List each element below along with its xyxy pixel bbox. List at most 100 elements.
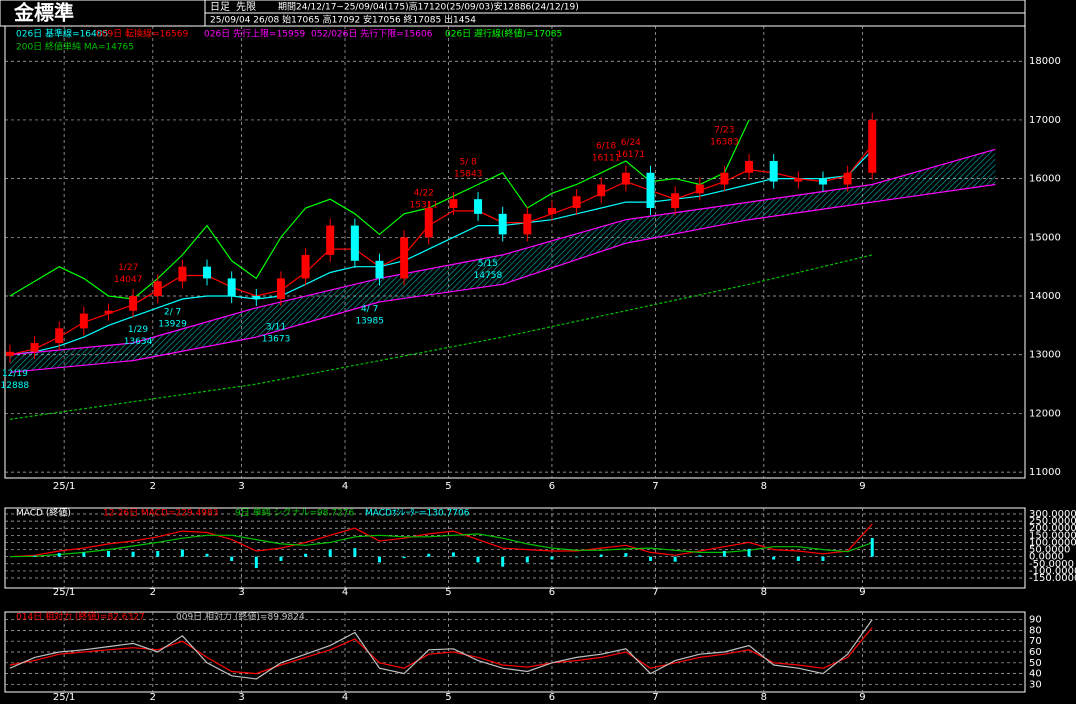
y-tick-label: 250.0000 xyxy=(1029,516,1076,527)
histogram-bar xyxy=(353,548,357,557)
x-tick-label: 3 xyxy=(238,481,244,492)
x-tick-label: 5 xyxy=(445,587,451,598)
candle-body xyxy=(5,351,14,356)
contract: 先限 xyxy=(236,1,256,13)
histogram-bar xyxy=(451,552,455,557)
histogram-bar xyxy=(821,556,825,561)
histogram-bar xyxy=(205,553,209,557)
annotation-price: 16383 xyxy=(710,138,739,148)
histogram-bar xyxy=(624,553,628,557)
histogram-bar xyxy=(377,556,381,563)
x-tick-label: 6 xyxy=(549,481,555,492)
candle-body xyxy=(720,172,729,185)
y-tick-label: 200.0000 xyxy=(1029,523,1076,534)
x-tick-label: 5 xyxy=(445,481,451,492)
histogram-bar xyxy=(106,550,110,557)
candle-body xyxy=(769,161,778,182)
legend-entry: 009日 転換線=16569 xyxy=(96,28,188,40)
histogram-bar xyxy=(82,552,86,557)
y-tick-label: 16000 xyxy=(1029,174,1061,185)
y-tick-label: 50.0000 xyxy=(1029,545,1070,556)
legend-entry: 12-26日 MACD=229.4983 xyxy=(103,508,218,519)
histogram-bar xyxy=(870,538,874,557)
series-line xyxy=(9,254,873,420)
y-tick-label: -100.0000 xyxy=(1029,566,1076,577)
y-tick-label: 80 xyxy=(1029,625,1042,636)
x-tick-label: 3 xyxy=(238,692,244,703)
cloud-fill xyxy=(625,202,750,244)
series-line xyxy=(9,627,873,675)
x-tick-label: 7 xyxy=(652,481,658,492)
y-tick-label: 100.0000 xyxy=(1029,537,1076,548)
legend-entry: 014日 相対力 (終値)=82.6327 xyxy=(16,611,145,623)
candle-body xyxy=(474,199,483,214)
candle-body xyxy=(745,161,754,173)
histogram-bar xyxy=(525,556,529,563)
series-line xyxy=(9,533,873,558)
series-line xyxy=(9,149,873,356)
y-tick-label: 15000 xyxy=(1029,232,1061,243)
x-tick-label: 7 xyxy=(652,692,658,703)
legend-entry: 052/026日 先行下限=15606 xyxy=(311,28,433,40)
histogram-bar xyxy=(673,556,677,562)
y-tick-label: 18000 xyxy=(1029,56,1061,67)
y-tick-label: 300.0000 xyxy=(1029,509,1076,520)
candle-body xyxy=(818,178,827,185)
legend-entry: 026日 遅行線(終値)=17085 xyxy=(445,28,562,40)
histogram-bar xyxy=(575,556,579,558)
histogram-bar xyxy=(846,555,850,557)
histogram-bar xyxy=(698,555,702,557)
histogram-bar xyxy=(649,556,653,561)
candle-body xyxy=(79,313,88,329)
series-line xyxy=(9,148,996,356)
candle-body xyxy=(868,119,877,173)
histogram-bar xyxy=(722,550,726,557)
histogram-bar xyxy=(599,554,603,557)
annotation-price: 13929 xyxy=(158,320,187,330)
series-line xyxy=(9,183,996,373)
y-tick-label: 40 xyxy=(1029,669,1042,680)
annotation-date: 12/19 xyxy=(2,369,28,379)
cloud-fill xyxy=(256,278,380,338)
annotation-price: 12888 xyxy=(1,381,30,391)
candle-body xyxy=(129,296,138,311)
candle-body xyxy=(424,207,433,238)
cloud-fill xyxy=(9,342,134,373)
y-tick-label: 17000 xyxy=(1029,115,1061,126)
plot-border xyxy=(4,507,1026,589)
x-tick-label: 4 xyxy=(342,481,348,492)
x-tick-label: 2 xyxy=(150,587,156,598)
x-tick-label: 4 xyxy=(342,692,348,703)
plot-border xyxy=(4,25,1026,479)
histogram-bar xyxy=(772,556,776,560)
histogram-bar xyxy=(254,556,258,569)
candle-body xyxy=(276,278,285,299)
x-tick-label: 25/1 xyxy=(53,587,75,598)
y-tick-label: 0.0000 xyxy=(1029,552,1064,563)
y-tick-label: 13000 xyxy=(1029,350,1061,361)
x-tick-label: 9 xyxy=(859,587,865,598)
candle-body xyxy=(621,172,630,185)
x-tick-label: 6 xyxy=(549,587,555,598)
candle-body xyxy=(400,237,409,279)
annotation-date: 6/24 xyxy=(621,138,641,148)
x-tick-label: 9 xyxy=(859,692,865,703)
annotation-date: 3/11 xyxy=(266,323,286,333)
candle-body xyxy=(55,328,64,343)
y-tick-label: 12000 xyxy=(1029,408,1061,419)
histogram-bar xyxy=(230,556,234,561)
cloud-fill xyxy=(133,307,257,361)
y-tick-label: 70 xyxy=(1029,636,1042,647)
series-line xyxy=(9,144,873,356)
legend-entry: 009日 相対力 (終値)=89.9824 xyxy=(176,611,305,623)
x-tick-label: 6 xyxy=(549,692,555,703)
candle-body xyxy=(350,225,359,261)
histogram-bar xyxy=(156,550,160,557)
legend-entry: 9日 単純 シグナル=98.7276 xyxy=(235,507,354,519)
candle-body xyxy=(671,193,680,208)
histogram-bar xyxy=(328,549,332,557)
period: 日足 xyxy=(210,1,230,13)
annotation-price: 13634 xyxy=(124,337,153,347)
